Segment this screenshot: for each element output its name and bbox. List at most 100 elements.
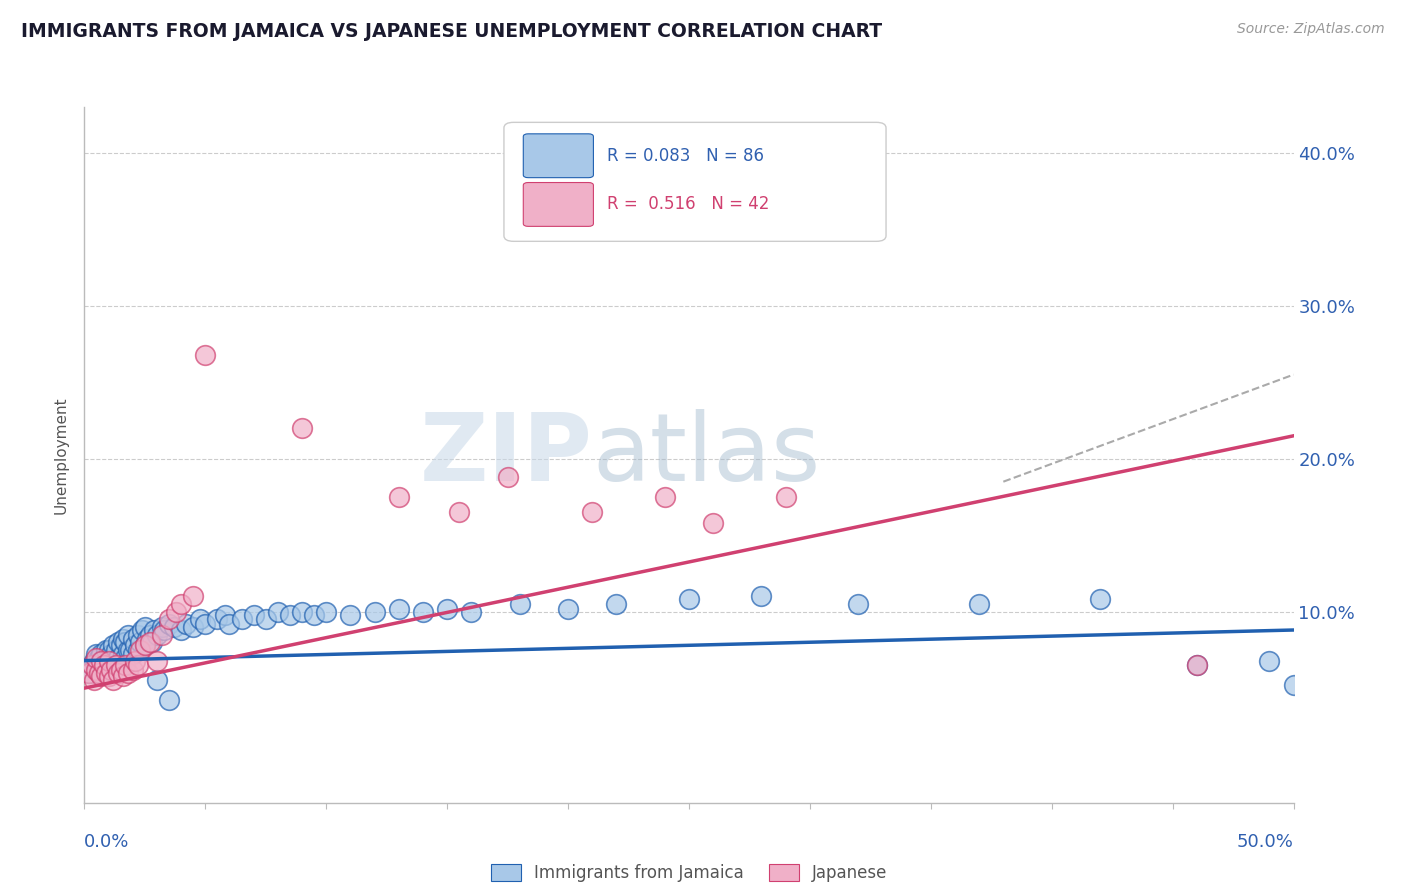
Text: atlas: atlas: [592, 409, 821, 501]
Point: [388, 490, 411, 504]
Point: [129, 643, 152, 657]
Point: [315, 605, 337, 619]
Legend: Immigrants from Jamaica, Japanese: Immigrants from Jamaica, Japanese: [484, 857, 894, 888]
Point: [93, 663, 115, 677]
Point: [90, 658, 112, 673]
Point: [87, 665, 110, 680]
Point: [170, 623, 193, 637]
Point: [412, 605, 434, 619]
Point: [94, 665, 117, 680]
Point: [150, 620, 173, 634]
Point: [114, 635, 136, 649]
Point: [110, 654, 132, 668]
Point: [104, 643, 127, 657]
Point: [150, 627, 173, 641]
Point: [110, 638, 132, 652]
Point: [121, 648, 143, 662]
Point: [97, 669, 120, 683]
Point: [654, 490, 676, 504]
Point: [190, 612, 212, 626]
Point: [163, 620, 186, 634]
Point: [254, 612, 277, 626]
Point: [1185, 658, 1208, 673]
Text: R = 0.083   N = 86: R = 0.083 N = 86: [607, 147, 763, 165]
Point: [302, 607, 325, 622]
FancyBboxPatch shape: [523, 134, 593, 178]
Point: [751, 590, 773, 604]
Point: [117, 643, 139, 657]
Point: [77, 665, 100, 680]
Point: [112, 632, 135, 647]
Point: [141, 635, 163, 649]
Point: [207, 612, 229, 626]
Point: [278, 607, 301, 622]
Point: [496, 470, 519, 484]
Point: [194, 348, 217, 362]
Point: [509, 597, 531, 611]
Point: [97, 654, 120, 668]
Point: [557, 601, 579, 615]
Point: [103, 638, 125, 652]
Point: [1185, 658, 1208, 673]
Point: [112, 648, 135, 662]
Text: 50.0%: 50.0%: [1237, 833, 1294, 851]
Point: [967, 597, 990, 611]
Point: [90, 648, 112, 662]
Point: [86, 650, 108, 665]
Point: [846, 597, 869, 611]
Point: [94, 643, 117, 657]
Point: [134, 620, 156, 634]
Point: [131, 623, 153, 637]
Point: [436, 601, 458, 615]
Point: [112, 669, 135, 683]
Point: [339, 607, 361, 622]
Point: [121, 663, 143, 677]
Point: [86, 663, 108, 677]
Point: [363, 605, 385, 619]
Point: [146, 673, 169, 688]
Point: [605, 597, 627, 611]
Point: [129, 635, 152, 649]
Point: [103, 654, 125, 668]
Point: [87, 650, 110, 665]
Point: [181, 620, 204, 634]
Text: ZIP: ZIP: [419, 409, 592, 501]
Point: [94, 658, 117, 673]
Point: [83, 673, 105, 688]
Point: [138, 635, 160, 649]
Point: [86, 648, 108, 662]
Point: [678, 592, 700, 607]
Point: [97, 643, 120, 657]
Point: [146, 627, 169, 641]
Point: [231, 612, 253, 626]
Point: [100, 648, 122, 662]
Point: [291, 605, 314, 619]
Y-axis label: Unemployment: Unemployment: [53, 396, 69, 514]
Point: [136, 632, 159, 647]
Text: Source: ZipAtlas.com: Source: ZipAtlas.com: [1237, 22, 1385, 37]
Point: [124, 654, 146, 668]
Text: R =  0.516   N = 42: R = 0.516 N = 42: [607, 195, 769, 213]
Point: [702, 516, 724, 530]
Point: [93, 658, 115, 673]
Point: [120, 643, 142, 657]
Point: [86, 654, 108, 668]
Point: [1282, 678, 1305, 692]
Point: [138, 627, 160, 641]
Point: [100, 658, 122, 673]
Point: [134, 638, 156, 652]
Point: [181, 590, 204, 604]
Point: [121, 632, 143, 647]
Point: [157, 616, 180, 631]
Point: [214, 607, 236, 622]
Point: [77, 665, 100, 680]
Point: [267, 605, 290, 619]
Point: [93, 650, 115, 665]
Point: [100, 663, 122, 677]
FancyBboxPatch shape: [503, 122, 886, 242]
Point: [80, 658, 103, 673]
Point: [153, 623, 176, 637]
Point: [90, 654, 112, 668]
Text: IMMIGRANTS FROM JAMAICA VS JAPANESE UNEMPLOYMENT CORRELATION CHART: IMMIGRANTS FROM JAMAICA VS JAPANESE UNEM…: [21, 22, 882, 41]
Point: [146, 654, 169, 668]
